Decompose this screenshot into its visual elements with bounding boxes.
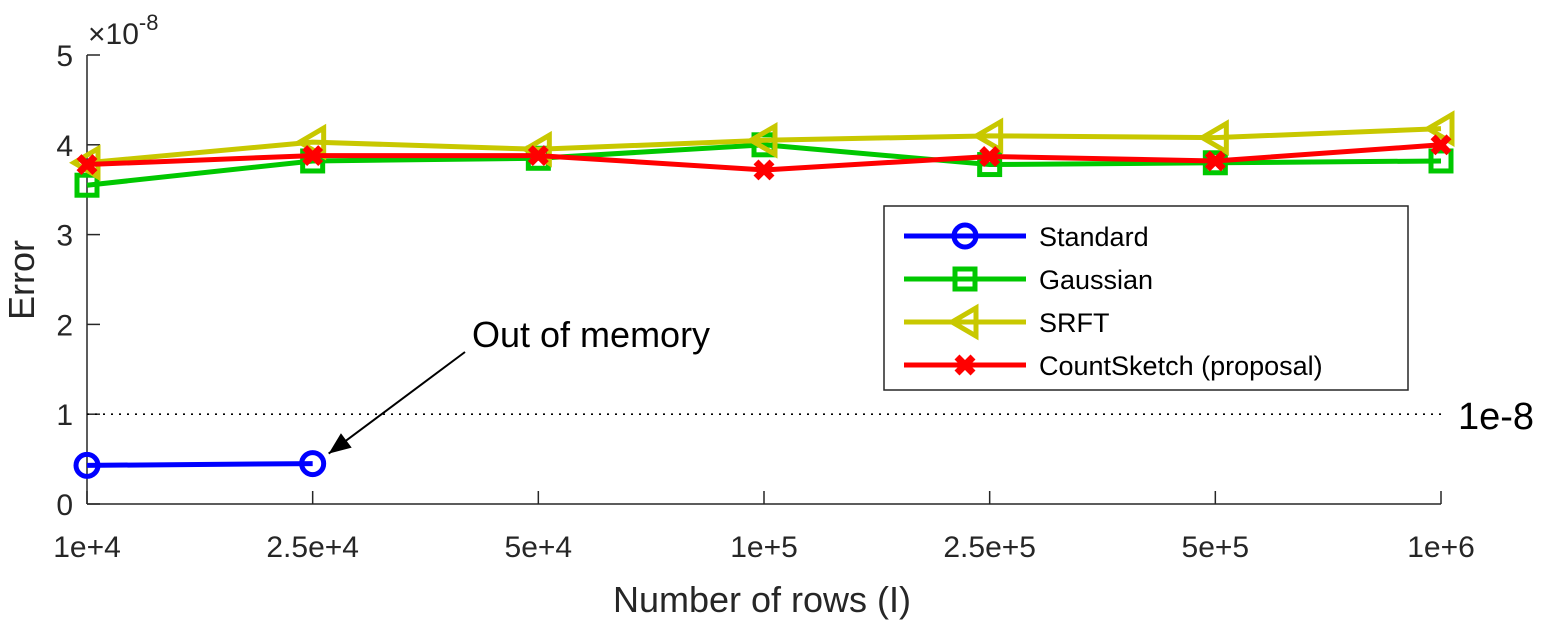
series-group [69,110,1455,479]
x-tick-label: 2.5e+4 [266,531,359,564]
data-point-srft [294,123,327,161]
data-point-countsketch-proposal [76,154,98,176]
legend-label: Standard [1039,222,1149,252]
legend-entry-srft: SRFT [904,303,1110,341]
data-point-standard [299,450,327,478]
legend-label: CountSketch (proposal) [1039,351,1323,381]
series-srft [69,110,1455,182]
legend: Standard Gaussian SRFT CountSketch (proposa… [883,205,1409,391]
series-line-srft [86,126,1442,166]
data-point-srft [746,121,778,159]
x-axis-label: Number of rows (I) [613,579,911,620]
annotation-group: Out of memory [328,314,710,455]
y-tick-label: 5 [56,40,73,73]
legend-entry-standard: Standard [904,222,1149,252]
legend-entry-gaussian: Gaussian [904,265,1153,295]
exponent-label: ×10-8 [88,10,158,51]
legend-marker-srft [947,303,979,341]
data-point-srft [971,117,1004,155]
data-point-countsketch-proposal [753,159,775,181]
legend-marker-gaussian [952,266,978,292]
reference-line-label: 1e-8 [1458,396,1534,438]
annotation-text: Out of memory [472,314,710,355]
data-point-srft [1423,110,1455,147]
legend-label: SRFT [1039,308,1110,338]
x-tick-label: 1e+6 [1407,531,1475,564]
y-tick-label: 3 [56,220,73,253]
x-tick-label: 5e+5 [1182,531,1250,564]
annotation-arrow-head [328,433,352,454]
y-tick-label: 2 [56,309,73,342]
data-point-countsketch-proposal [1430,134,1452,156]
y-axis-label: Error [1,240,42,320]
x-tick-label: 1e+5 [730,531,798,564]
reference-line-group: 1e-8 [87,396,1534,438]
series-countsketch-proposal [76,134,1452,181]
data-point-gaussian [1428,148,1454,174]
data-point-countsketch-proposal [527,145,549,167]
y-tick-label: 0 [56,489,73,522]
data-point-countsketch-proposal [979,145,1001,167]
data-point-countsketch-proposal [1204,150,1226,172]
data-point-standard [73,451,101,479]
data-point-countsketch-proposal [302,145,324,167]
data-point-srft [1197,119,1229,156]
y-tick-label: 1 [56,399,73,432]
x-tick-label: 1e+4 [53,531,121,564]
exponent-power: -8 [139,10,159,35]
y-tick-label: 4 [56,130,73,163]
legend-label: Gaussian [1039,265,1153,295]
data-point-gaussian [74,172,100,198]
legend-entry-countsketch-proposal: CountSketch (proposal) [904,351,1323,381]
annotation-arrow-line [328,351,466,455]
axes: 0 1 2 3 4 5 1e+4 2.5e+4 5e+4 1e+5 2.5e+5 5e+5 1e+6 Nu… [1,10,1475,620]
x-tick-label: 2.5e+5 [943,531,1036,564]
legend-marker-countsketch-proposal [954,354,976,376]
series-line-standard [86,461,313,468]
series-standard [73,450,327,479]
x-tick-label: 5e+4 [505,531,573,564]
legend-marker-standard [951,222,979,250]
